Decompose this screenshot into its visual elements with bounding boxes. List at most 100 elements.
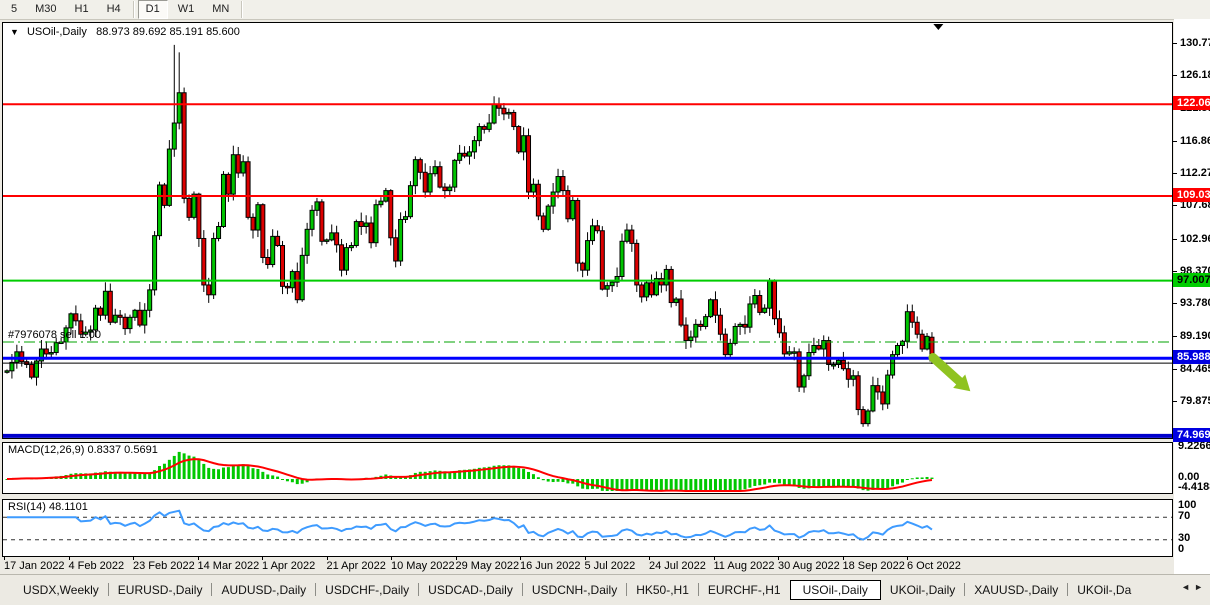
candle: [796, 348, 802, 392]
timeframe-button-w1[interactable]: W1: [177, 3, 195, 15]
date-tick-label: 24 Jul 2022: [649, 560, 706, 572]
tab-scroll-right-icon[interactable]: ►: [1194, 582, 1207, 592]
status-strip: [0, 601, 1210, 605]
date-tick-mark: [778, 557, 779, 560]
tab-eurusd-daily[interactable]: EURUSD-,Daily: [117, 582, 203, 597]
tab-usdcad-daily[interactable]: USDCAD-,Daily: [428, 582, 513, 597]
candle: [634, 239, 640, 292]
candle: [122, 313, 128, 335]
tab-usdx-weekly[interactable]: USDX,Weekly: [23, 582, 99, 597]
candle: [388, 189, 394, 246]
price-axis-background: [1174, 19, 1210, 574]
date-tick-mark: [133, 557, 134, 560]
date-tick-mark: [842, 557, 844, 560]
macd-scale-label: -4.4188: [1178, 481, 1210, 493]
candle: [885, 369, 891, 409]
date-tick-mark: [391, 557, 392, 560]
candle: [437, 161, 443, 189]
candle: [265, 249, 271, 269]
candle: [890, 350, 896, 379]
candle: [535, 179, 541, 221]
candlestick-series: [4, 44, 935, 427]
candle: [860, 406, 866, 427]
timeframe-button-5[interactable]: 5: [11, 3, 18, 15]
sell-arrow[interactable]: [928, 352, 971, 392]
price-tick-label: 112.275: [1180, 167, 1210, 180]
candle: [673, 296, 679, 307]
candle: [186, 194, 192, 221]
tab-usdcnh-daily[interactable]: USDCNH-,Daily: [531, 582, 618, 597]
date-axis: 17 Jan 2022 4 Feb 2022 23 Feb 2022 14 Mar 2…: [2, 557, 1173, 574]
candle: [688, 330, 694, 348]
candle: [299, 247, 305, 302]
candle: [530, 178, 536, 198]
tab-ukoil-daily[interactable]: UKOil-,Daily: [889, 582, 956, 597]
candle: [216, 221, 222, 242]
timeframe-button-m30[interactable]: M30: [35, 3, 57, 15]
candle: [614, 267, 620, 288]
candle: [334, 225, 340, 253]
candle: [757, 290, 763, 316]
price-tick-label: 102.960: [1180, 232, 1210, 245]
candle: [565, 185, 571, 223]
tab-audusd-daily[interactable]: AUDUSD-,Daily: [221, 582, 307, 597]
macd-signal-line: [6, 458, 933, 492]
macd-panel[interactable]: [2, 442, 1173, 494]
candle: [270, 229, 276, 268]
tab-scroll-left-icon[interactable]: ◄: [1181, 582, 1195, 592]
candle: [422, 163, 428, 198]
candle: [486, 114, 492, 133]
candle: [717, 308, 723, 341]
price-tick-mark: [1173, 238, 1177, 240]
candle: [107, 283, 113, 326]
candle: [693, 319, 699, 343]
candle: [112, 308, 118, 324]
candle: [363, 215, 369, 234]
candle: [698, 320, 704, 331]
date-tick-label: 29 May 2022: [455, 560, 520, 572]
candle: [196, 192, 202, 247]
timeframe-button-d1[interactable]: D1: [137, 0, 168, 19]
price-tick-mark: [1173, 368, 1177, 370]
candle: [29, 361, 35, 380]
expand-ohlc-icon[interactable]: ▼: [10, 27, 19, 37]
tab-xauusd-daily[interactable]: XAUUSD-,Daily: [974, 582, 1059, 597]
candle: [471, 136, 477, 159]
date-tick-label: 14 Mar 2022: [197, 560, 260, 572]
tab-usoil-daily[interactable]: USOil-,Daily: [789, 579, 881, 600]
date-tick-label: 23 Feb 2022: [133, 560, 195, 572]
main-chart-panel[interactable]: [2, 22, 1173, 439]
rsi-panel[interactable]: [2, 499, 1173, 557]
rsi-indicator-label: RSI(14) 48.1101: [8, 501, 88, 513]
candle: [398, 212, 404, 266]
candle: [353, 219, 359, 248]
toolbar-separator: [132, 1, 134, 18]
timeframe-button-h4[interactable]: H4: [106, 3, 121, 15]
candle: [68, 312, 74, 335]
candle: [806, 343, 812, 380]
candle: [570, 196, 576, 221]
date-tick-mark: [4, 557, 5, 560]
candle: [476, 123, 482, 147]
tab-ukoil-da[interactable]: UKOil-,Da: [1077, 582, 1132, 597]
chart-shift-marker[interactable]: [933, 24, 944, 30]
candle: [53, 337, 59, 356]
candle: [43, 341, 49, 360]
timeframe-button-h1[interactable]: H1: [74, 3, 89, 15]
candle: [801, 373, 807, 393]
date-tick-label: 10 May 2022: [391, 560, 455, 572]
candle: [708, 298, 714, 319]
rsi-line: [7, 509, 933, 541]
tab-eurchf-h1[interactable]: EURCHF-,H1: [707, 582, 781, 597]
rsi-scale-label: 0: [1178, 543, 1185, 555]
date-tick-label: 30 Aug 2022: [778, 560, 840, 572]
tab-usdchf-daily[interactable]: USDCHF-,Daily: [325, 582, 410, 597]
tab-separator: [315, 583, 317, 596]
timeframe-button-mn[interactable]: MN: [212, 3, 230, 15]
tab-hk50-h1[interactable]: HK50-,H1: [636, 582, 689, 597]
candle: [176, 52, 182, 130]
rsi-scale-label: 30: [1178, 532, 1191, 544]
price-tick-mark: [1173, 271, 1177, 273]
candle: [147, 284, 153, 318]
